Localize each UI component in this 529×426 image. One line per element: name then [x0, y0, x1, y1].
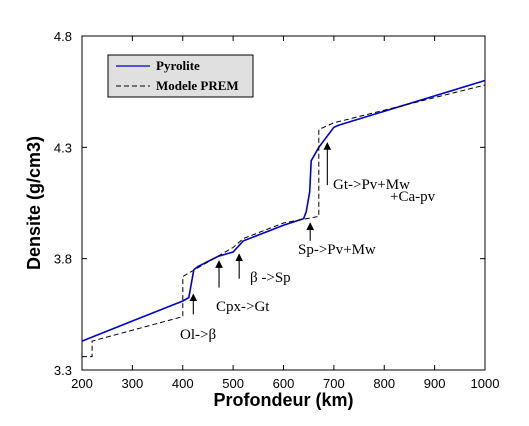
x-tick-label: 900: [424, 376, 446, 391]
annotation-label: Sp->Pv+Mw: [298, 242, 376, 258]
y-tick-label: 4.3: [54, 140, 72, 155]
x-tick-label: 1000: [471, 376, 500, 391]
y-tick-label: 3.3: [54, 363, 72, 378]
legend-label-prem: Modele PREM: [156, 78, 239, 93]
series-layer: [81, 79, 486, 358]
annotation-label: +Ca-pv: [390, 189, 436, 205]
x-tick-label: 300: [122, 376, 144, 391]
legend: Pyrolite Modele PREM: [107, 54, 254, 98]
annotation-label: Cpx->Gt: [216, 299, 270, 315]
annotation-label: Gt->Pv+Mw: [333, 177, 410, 193]
x-tick-label: 800: [373, 376, 395, 391]
y-axis-label: Densite (g/cm3): [24, 136, 44, 270]
y-tick-label: 3.8: [54, 252, 72, 267]
x-tick-label: 400: [172, 376, 194, 391]
y-tick-label: 4.8: [54, 29, 72, 44]
legend-label-pyrolite: Pyrolite: [156, 58, 200, 73]
x-axis-label: Profondeur (km): [213, 390, 353, 410]
legend-box: [107, 54, 254, 98]
series-line-pyrolite: [81, 79, 486, 342]
axis-ticks: 200 300 400 500 600 700 800 900 1000 3.3 3.8 4.3 4.8: [54, 29, 500, 391]
annotation-label: Ol->β: [180, 327, 216, 343]
x-tick-label: 200: [71, 376, 93, 391]
x-tick-label: 500: [222, 376, 244, 391]
x-tick-label: 700: [323, 376, 345, 391]
series-line-prem: [82, 84, 486, 358]
x-tick-label: 600: [273, 376, 295, 391]
annotation-label: β ->Sp: [250, 270, 291, 286]
